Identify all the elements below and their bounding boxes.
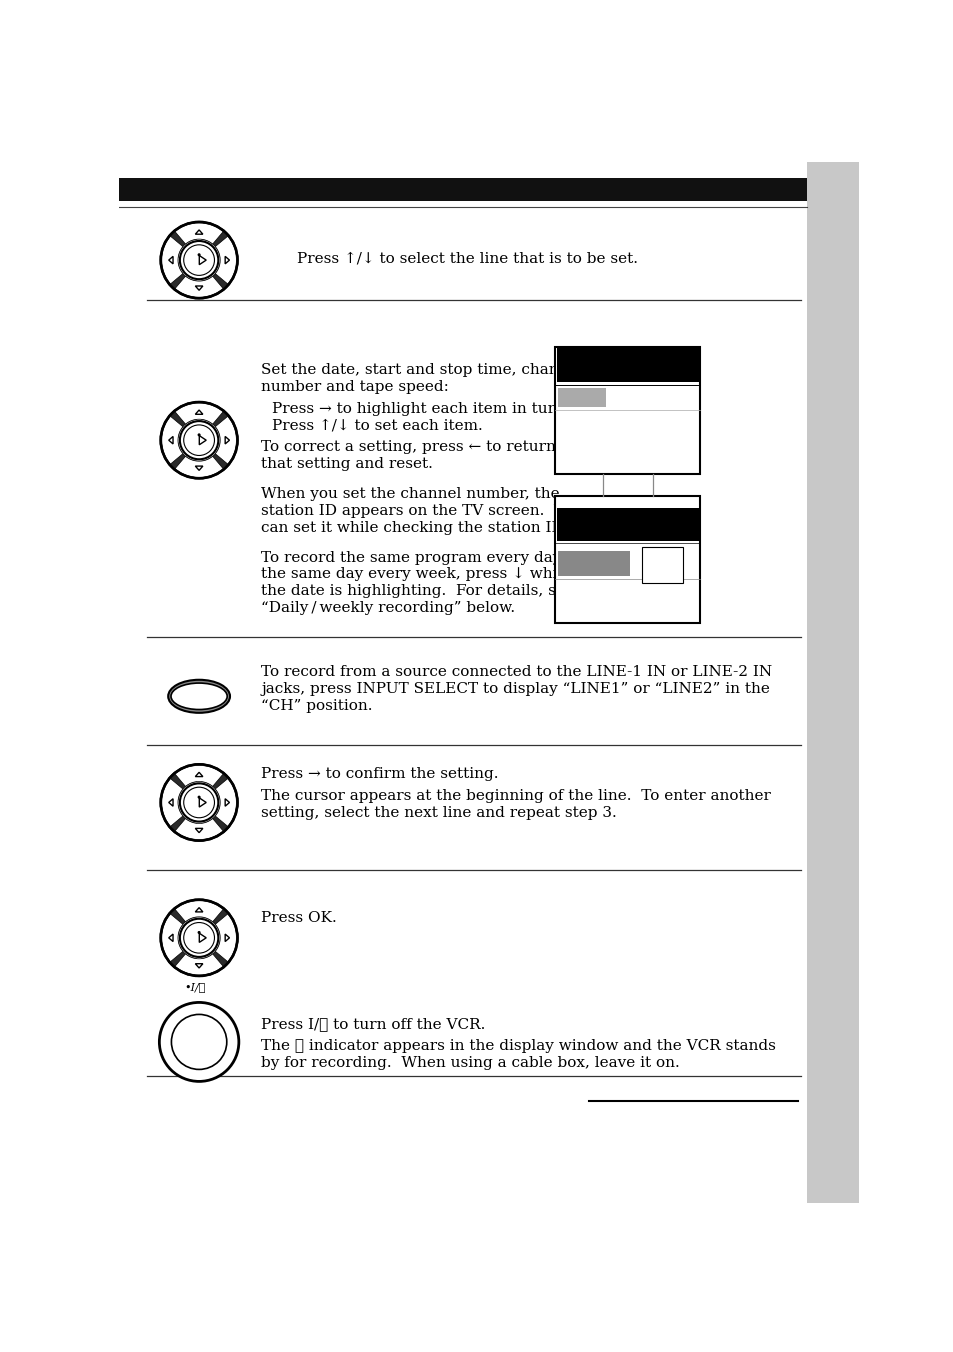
Text: Press → to confirm the setting.: Press → to confirm the setting. — [261, 768, 498, 781]
Polygon shape — [162, 900, 196, 936]
Polygon shape — [175, 223, 223, 243]
Ellipse shape — [160, 402, 237, 479]
Polygon shape — [175, 456, 223, 477]
Ellipse shape — [160, 222, 237, 299]
Text: When you set the channel number, the: When you set the channel number, the — [261, 487, 559, 502]
Ellipse shape — [180, 420, 218, 460]
Polygon shape — [175, 765, 223, 787]
Ellipse shape — [197, 795, 200, 799]
Ellipse shape — [172, 1014, 227, 1069]
Text: The cursor appears at the beginning of the line.  To enter another: The cursor appears at the beginning of t… — [261, 790, 770, 803]
Text: setting, select the next line and repeat step 3.: setting, select the next line and repeat… — [261, 806, 617, 819]
Polygon shape — [175, 403, 223, 425]
Ellipse shape — [160, 764, 237, 841]
Polygon shape — [175, 955, 223, 975]
Text: •I/⌛: •I/⌛ — [185, 982, 206, 992]
Polygon shape — [175, 900, 223, 922]
Text: Press ↑/↓ to select the line that is to be set.: Press ↑/↓ to select the line that is to … — [296, 251, 637, 265]
Text: Press OK.: Press OK. — [261, 911, 336, 925]
Text: that setting and reset.: that setting and reset. — [261, 457, 433, 470]
Text: number and tape speed:: number and tape speed: — [261, 380, 449, 393]
Ellipse shape — [184, 787, 214, 818]
Ellipse shape — [180, 783, 218, 822]
Bar — [557, 349, 699, 383]
Polygon shape — [162, 442, 196, 477]
Text: Press → to highlight each item in turn.: Press → to highlight each item in turn. — [272, 402, 569, 416]
Bar — [555, 346, 700, 473]
Polygon shape — [162, 262, 196, 297]
Ellipse shape — [180, 919, 218, 957]
Bar — [119, 178, 806, 200]
Text: the same day every week, press ↓ while: the same day every week, press ↓ while — [261, 568, 571, 581]
Text: the date is highlighting.  For details, see: the date is highlighting. For details, s… — [261, 584, 574, 598]
Text: Press ↑/↓ to set each item.: Press ↑/↓ to set each item. — [272, 419, 482, 433]
Polygon shape — [162, 804, 196, 840]
Polygon shape — [201, 442, 235, 477]
Text: “Daily / weekly recording” below.: “Daily / weekly recording” below. — [261, 600, 515, 615]
Text: Press I/⌛ to turn off the VCR.: Press I/⌛ to turn off the VCR. — [261, 1017, 485, 1032]
Bar — [806, 162, 858, 1203]
Polygon shape — [162, 914, 183, 961]
Ellipse shape — [197, 932, 200, 934]
Polygon shape — [201, 941, 235, 975]
Text: station ID appears on the TV screen.  You: station ID appears on the TV screen. You — [261, 504, 581, 518]
Ellipse shape — [184, 245, 214, 276]
Polygon shape — [162, 779, 183, 826]
Bar — [558, 552, 630, 576]
Ellipse shape — [159, 1002, 238, 1082]
Polygon shape — [201, 262, 235, 297]
Bar — [555, 496, 700, 623]
Polygon shape — [201, 223, 235, 257]
Polygon shape — [201, 804, 235, 840]
Text: To record from a source connected to the LINE-1 IN or LINE-2 IN: To record from a source connected to the… — [261, 665, 772, 679]
Ellipse shape — [184, 425, 214, 456]
Polygon shape — [201, 900, 235, 936]
Text: can set it while checking the station ID.: can set it while checking the station ID… — [261, 521, 568, 534]
Polygon shape — [215, 779, 236, 826]
Polygon shape — [201, 403, 235, 438]
Bar — [557, 508, 699, 541]
Polygon shape — [162, 941, 196, 975]
Ellipse shape — [197, 434, 200, 437]
Polygon shape — [162, 237, 183, 284]
Ellipse shape — [168, 680, 230, 713]
Ellipse shape — [197, 253, 200, 257]
Ellipse shape — [171, 683, 227, 710]
Ellipse shape — [160, 899, 237, 976]
Polygon shape — [215, 237, 236, 284]
Text: The ⌛ indicator appears in the display window and the VCR stands: The ⌛ indicator appears in the display w… — [261, 1040, 776, 1053]
Text: jacks, press INPUT SELECT to display “LINE1” or “LINE2” in the: jacks, press INPUT SELECT to display “LI… — [261, 681, 769, 696]
Polygon shape — [162, 223, 196, 257]
Polygon shape — [162, 403, 196, 438]
Polygon shape — [162, 416, 183, 464]
Ellipse shape — [184, 922, 214, 953]
Polygon shape — [215, 914, 236, 961]
Text: To correct a setting, press ← to return to: To correct a setting, press ← to return … — [261, 441, 576, 454]
Bar — [641, 548, 682, 583]
Polygon shape — [215, 416, 236, 464]
Polygon shape — [162, 765, 196, 800]
Polygon shape — [175, 818, 223, 840]
Text: “CH” position.: “CH” position. — [261, 699, 373, 713]
Text: by for recording.  When using a cable box, leave it on.: by for recording. When using a cable box… — [261, 1056, 679, 1069]
Polygon shape — [175, 276, 223, 297]
Bar — [558, 388, 605, 407]
Text: To record the same program every day or: To record the same program every day or — [261, 550, 582, 565]
Ellipse shape — [180, 241, 218, 280]
Text: Set the date, start and stop time, channel: Set the date, start and stop time, chann… — [261, 364, 582, 377]
Polygon shape — [201, 765, 235, 800]
